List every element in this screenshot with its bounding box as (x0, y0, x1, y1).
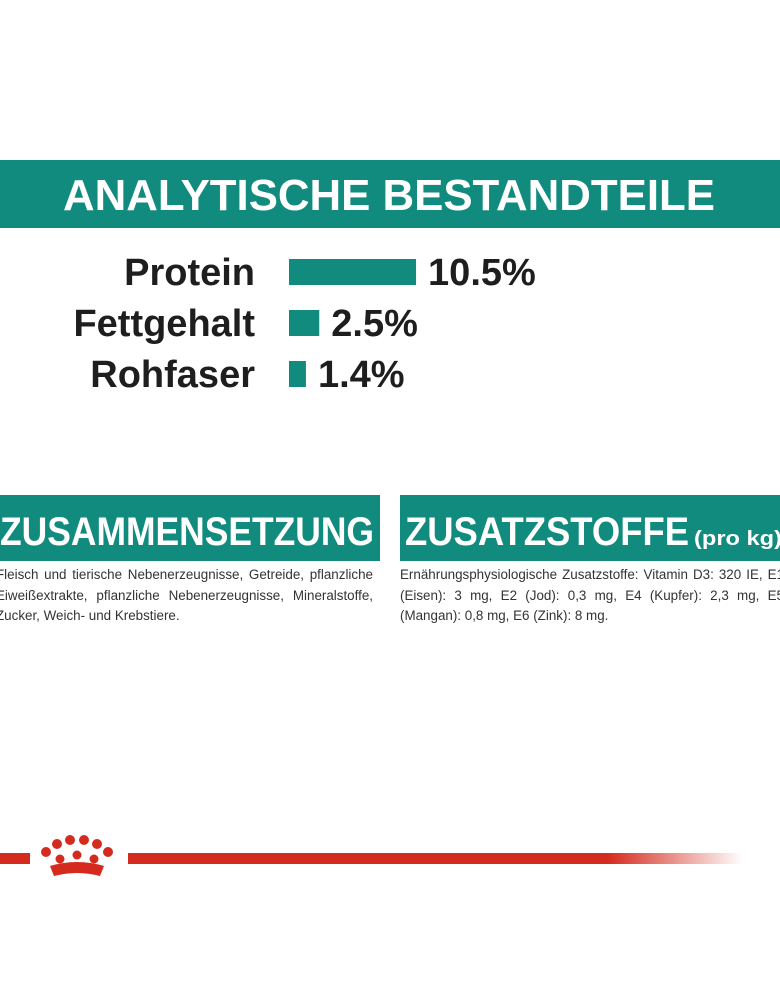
nutrient-value: 1.4% (318, 354, 405, 396)
additives-unit: (pro kg) (694, 528, 780, 550)
nutrient-bar (289, 259, 417, 285)
brand-line-left (0, 853, 30, 864)
additives-band (400, 495, 780, 561)
header-band (0, 160, 780, 228)
nutrient-bar (289, 310, 320, 336)
additives-title: ZUSATZSTOFFE (405, 510, 689, 554)
composition-title: ZUSAMMENSETZUNG (0, 510, 374, 554)
nutrient-bar (289, 361, 306, 387)
header-title: ANALYTISCHE BESTANDTEILE (63, 171, 715, 220)
nutrient-label: Rohfaser (90, 354, 255, 396)
crown-logo (41, 835, 113, 876)
nutrient-value: 10.5% (428, 252, 536, 294)
additives-text: Ernährungsphysiologische Zusatzstoffe: V… (400, 567, 780, 624)
nutrient-label: Protein (124, 252, 255, 294)
nutrient-rows: Protein 10.5% Fettgehalt 2.5% Rohfaser 1.4% (73, 252, 535, 396)
composition-band (0, 495, 380, 561)
brand-line-right (128, 853, 743, 864)
nutrient-label: Fettgehalt (73, 303, 255, 345)
composition-text: Fleisch und tierische Nebenerzeugnisse, … (0, 567, 373, 624)
nutrient-value: 2.5% (331, 303, 418, 345)
